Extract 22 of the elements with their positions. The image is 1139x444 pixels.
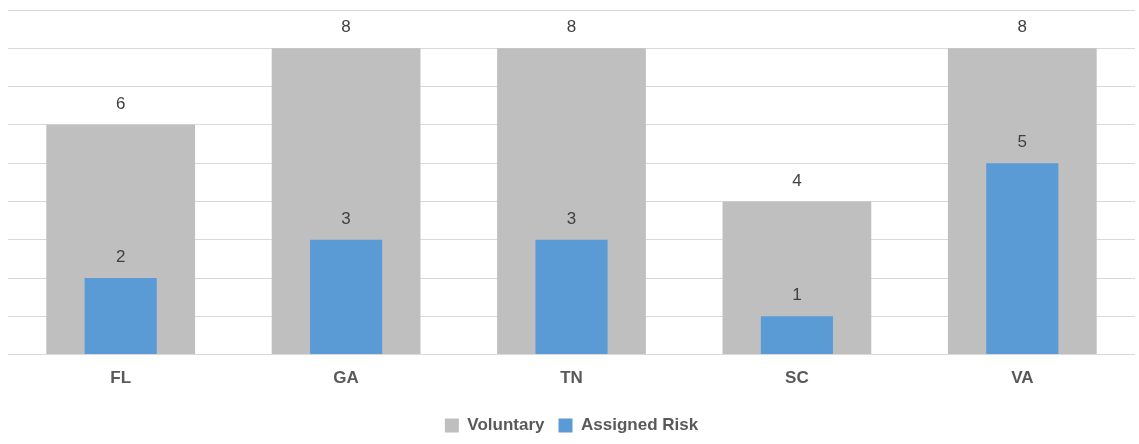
data-label: 4 [792, 170, 802, 190]
x-tick-label: GA [333, 368, 359, 388]
bar [84, 278, 157, 355]
data-label: 8 [341, 17, 351, 37]
legend-label: Assigned Risk [581, 415, 699, 435]
x-tick-label: VA [1011, 368, 1034, 388]
x-tick-label: SC [785, 368, 809, 388]
data-label: 6 [115, 94, 126, 114]
data-label: 1 [792, 285, 802, 305]
data-label: 3 [566, 208, 577, 228]
bar [310, 239, 383, 355]
data-label: 8 [566, 17, 577, 37]
data-label: 2 [115, 247, 126, 267]
bar [535, 239, 608, 355]
data-label: 5 [1017, 132, 1028, 152]
data-label: 8 [1017, 17, 1028, 37]
x-tick-label: TN [560, 368, 583, 388]
data-label: 3 [341, 208, 351, 228]
legend-label: Voluntary [467, 415, 546, 435]
bar [760, 316, 833, 355]
x-tick-label: FL [110, 368, 132, 388]
bar [986, 163, 1059, 355]
